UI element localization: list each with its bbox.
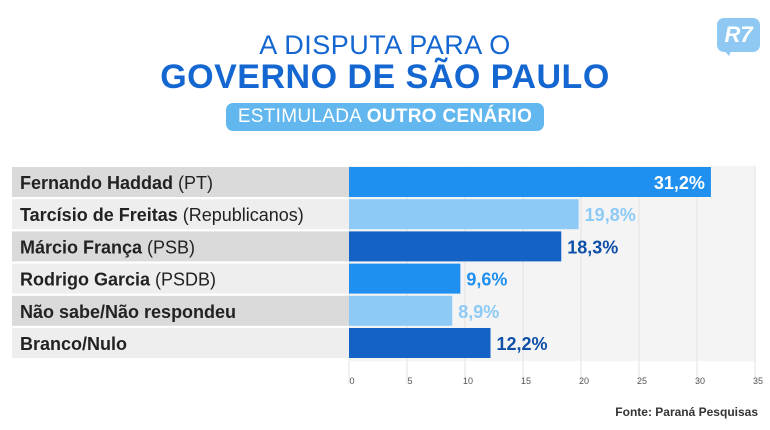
- data-label: 18,3%: [567, 237, 618, 257]
- bar: [349, 295, 453, 326]
- category-name: Fernando Haddad: [20, 173, 173, 193]
- category-party: (PSDB): [150, 270, 216, 290]
- category-party: (PSB): [142, 237, 195, 257]
- category-label: Rodrigo Garcia (PSDB): [20, 270, 216, 290]
- x-tick-label: 15: [521, 376, 531, 386]
- x-tick-label: 25: [637, 376, 647, 386]
- subtitle-normal: ESTIMULADA: [237, 106, 367, 127]
- category-name: Branco/Nulo: [20, 334, 127, 354]
- category-name: Não sabe/Não respondeu: [20, 302, 236, 322]
- bar-chart: Fernando Haddad (PT) 31,2% Tarcísio de Fre…: [12, 166, 763, 386]
- data-label: 31,2%: [654, 173, 705, 193]
- category-name: Márcio França: [20, 237, 143, 257]
- category-label-bg: [12, 231, 349, 262]
- category-label-bg: [12, 295, 349, 326]
- bar: [349, 328, 491, 358]
- subtitle-bold: OUTRO CENÁRIO: [366, 106, 533, 127]
- bar: [349, 167, 711, 197]
- data-label: 8,9%: [458, 302, 499, 322]
- x-tick-label: 30: [695, 376, 705, 386]
- category-label: Tarcísio de Freitas (Republicanos): [20, 205, 304, 225]
- subtitle-badge: ESTIMULADA OUTRO CENÁRIO: [0, 103, 770, 131]
- category-name: Tarcísio de Freitas: [20, 205, 178, 225]
- x-tick-label: 10: [463, 376, 473, 386]
- r7-logo-tail: [722, 48, 732, 56]
- category-label-bg: [12, 328, 349, 358]
- chart-title: GOVERNO DE SÃO PAULO: [160, 58, 610, 96]
- bar: [349, 199, 579, 230]
- bar: [349, 263, 461, 294]
- category-label: Branco/Nulo: [20, 334, 127, 354]
- r7-logo: R7: [717, 18, 760, 52]
- bar: [349, 231, 562, 262]
- category-party: (PT): [173, 173, 213, 193]
- category-label: Fernando Haddad (PT): [20, 173, 213, 193]
- title-line-1: A DISPUTA PARA O: [259, 30, 511, 60]
- x-tick-label: 0: [349, 376, 354, 386]
- category-label-bg: [12, 199, 349, 230]
- data-label: 19,8%: [585, 205, 636, 225]
- category-label-bg: [12, 167, 349, 197]
- category-name: Rodrigo Garcia: [20, 270, 151, 290]
- data-label: 9,6%: [466, 270, 507, 290]
- category-label-bg: [12, 263, 349, 294]
- x-tick-label: 5: [407, 376, 412, 386]
- source-note: Fonte: Paraná Pesquisas: [615, 405, 758, 419]
- x-tick-label: 20: [579, 376, 589, 386]
- x-tick-label: 35: [753, 376, 763, 386]
- data-label: 12,2%: [497, 334, 548, 354]
- category-label: Não sabe/Não respondeu: [20, 302, 236, 322]
- category-party: (Republicanos): [178, 205, 304, 225]
- category-label: Márcio França (PSB): [20, 237, 195, 257]
